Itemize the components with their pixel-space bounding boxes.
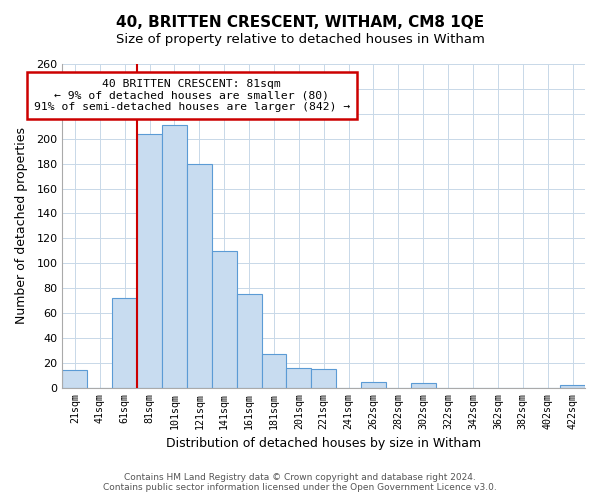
Bar (262, 354, 286, 388)
Bar (187, 164, 212, 388)
Bar (112, 298, 137, 388)
Bar (162, 125, 187, 388)
Bar (560, 386, 585, 388)
Bar (62, 370, 88, 388)
Text: Contains HM Land Registry data © Crown copyright and database right 2024.
Contai: Contains HM Land Registry data © Crown c… (103, 473, 497, 492)
Text: Size of property relative to detached houses in Witham: Size of property relative to detached ho… (116, 32, 484, 46)
Bar (236, 294, 262, 388)
Text: 40, BRITTEN CRESCENT, WITHAM, CM8 1QE: 40, BRITTEN CRESCENT, WITHAM, CM8 1QE (116, 15, 484, 30)
Text: 40 BRITTEN CRESCENT: 81sqm
← 9% of detached houses are smaller (80)
91% of semi-: 40 BRITTEN CRESCENT: 81sqm ← 9% of detac… (34, 79, 350, 112)
Bar (286, 368, 311, 388)
Bar (311, 369, 336, 388)
Bar (361, 382, 386, 388)
Bar (411, 383, 436, 388)
Y-axis label: Number of detached properties: Number of detached properties (15, 128, 28, 324)
Bar (137, 134, 162, 388)
X-axis label: Distribution of detached houses by size in Witham: Distribution of detached houses by size … (166, 437, 481, 450)
Bar (212, 251, 236, 388)
